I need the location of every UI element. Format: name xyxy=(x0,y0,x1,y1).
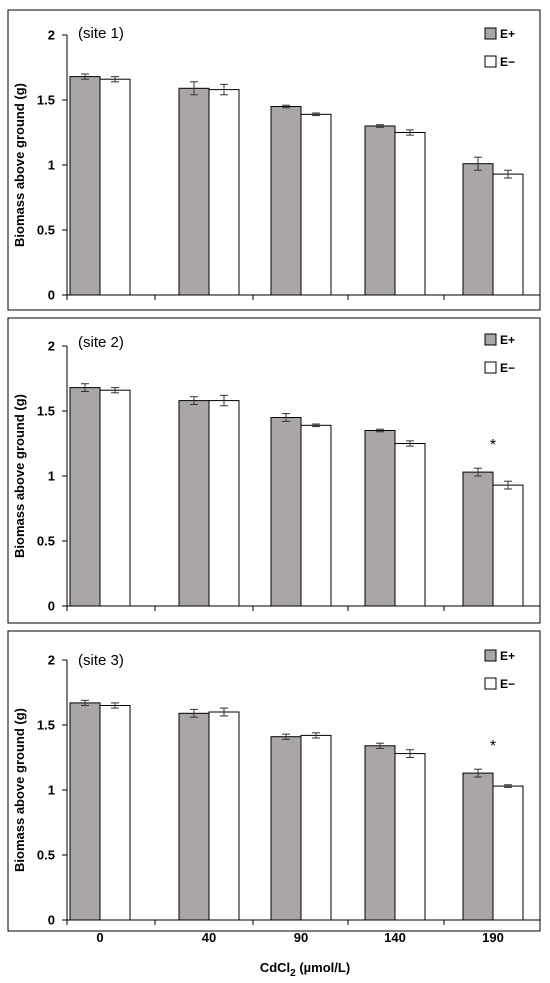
panel-label: (site 1) xyxy=(78,25,124,42)
bar-e-plus-190 xyxy=(462,772,494,921)
panel-frame xyxy=(7,317,541,624)
y-tick-label: 1.5 xyxy=(37,718,55,733)
legend-swatch-e-plus xyxy=(484,333,497,346)
bar-e-plus-90 xyxy=(270,106,302,296)
bar-e-minus-40 xyxy=(208,711,240,921)
bar-e-plus-40 xyxy=(178,400,210,607)
y-tick-label: 0.5 xyxy=(37,848,55,863)
y-axis-label: Biomass above ground (g) xyxy=(12,708,27,872)
bar-e-plus-140 xyxy=(364,430,396,607)
bar-e-minus-90 xyxy=(300,424,332,607)
legend-label-e-minus: E− xyxy=(500,55,515,69)
y-tick-label: 2 xyxy=(48,653,55,668)
legend-label-e-minus: E− xyxy=(500,361,515,375)
legend-swatch-e-plus xyxy=(484,27,497,40)
y-tick-label: 0.5 xyxy=(37,223,55,238)
bar-e-plus-40 xyxy=(178,712,210,921)
bar-e-plus-90 xyxy=(270,417,302,607)
significance-marker: * xyxy=(490,738,496,755)
legend-swatch-e-minus xyxy=(484,677,497,690)
panel-label: (site 3) xyxy=(78,652,124,669)
bar-e-minus-140 xyxy=(394,132,426,296)
y-tick-label: 0 xyxy=(48,913,55,928)
bar-e-minus-90 xyxy=(300,113,332,296)
y-tick-label: 2 xyxy=(48,28,55,43)
bar-e-plus-40 xyxy=(178,87,210,296)
bar-e-plus-190 xyxy=(462,163,494,296)
panel-frame xyxy=(7,630,541,932)
bar-e-minus-0 xyxy=(99,78,131,296)
significance-marker: * xyxy=(490,437,496,454)
legend-label-e-minus: E− xyxy=(500,677,515,691)
x-tick-label: 90 xyxy=(294,930,308,945)
y-axis-label: Biomass above ground (g) xyxy=(12,83,27,247)
panel-site-2: 0 0.5 1 1.5 2 Biomass above ground (g) (site 2… xyxy=(7,317,541,624)
bar-e-plus-90 xyxy=(270,736,302,921)
legend-label-e-plus: E+ xyxy=(500,27,515,41)
bar-e-plus-0 xyxy=(69,76,101,296)
bar-e-minus-140 xyxy=(394,753,426,921)
bar-e-minus-190 xyxy=(492,173,524,296)
bar-e-plus-190 xyxy=(462,471,494,607)
bar-e-minus-40 xyxy=(208,400,240,607)
bar-e-minus-190 xyxy=(492,785,524,921)
x-tick-label: 40 xyxy=(202,930,216,945)
panel-site-3: 0 0.5 1 1.5 2 Biomass above ground (g) (site 3… xyxy=(7,630,541,945)
x-axis-label-subscript: 2 xyxy=(290,968,296,979)
x-tick-label: 0 xyxy=(96,930,103,945)
legend-swatch-e-minus xyxy=(484,361,497,374)
bar-e-minus-40 xyxy=(208,89,240,296)
y-tick-label: 2 xyxy=(48,339,55,354)
y-tick-label: 1 xyxy=(48,469,55,484)
y-tick-label: 0.5 xyxy=(37,534,55,549)
y-axis-label: Biomass above ground (g) xyxy=(12,394,27,558)
bar-e-plus-0 xyxy=(69,387,101,607)
y-tick-label: 1 xyxy=(48,158,55,173)
legend-swatch-e-minus xyxy=(484,55,497,68)
bar-e-minus-190 xyxy=(492,484,524,607)
y-tick-label: 0 xyxy=(48,599,55,614)
y-tick-label: 1 xyxy=(48,783,55,798)
y-tick-label: 1.5 xyxy=(37,404,55,419)
bar-e-plus-140 xyxy=(364,745,396,921)
legend-label-e-plus: E+ xyxy=(500,649,515,663)
y-tick-label: 1.5 xyxy=(37,93,55,108)
y-tick-label: 0 xyxy=(48,288,55,303)
x-tick-label: 140 xyxy=(384,930,406,945)
legend-label-e-plus: E+ xyxy=(500,333,515,347)
x-axis-label-main: CdCl xyxy=(260,960,290,975)
x-tick-label: 190 xyxy=(482,930,504,945)
x-axis-label-unit: (µmol/L) xyxy=(296,960,350,975)
bar-e-plus-140 xyxy=(364,125,396,296)
x-axis-label: CdCl2 (µmol/L) xyxy=(260,960,350,979)
bar-e-minus-90 xyxy=(300,734,332,921)
panel-frame xyxy=(7,9,541,311)
legend-swatch-e-plus xyxy=(484,649,497,662)
panel-site-1: 0 0.5 1 1.5 2 Biomass above ground (g) (site 1… xyxy=(7,9,541,311)
bar-e-minus-140 xyxy=(394,443,426,607)
bar-e-minus-0 xyxy=(99,389,131,607)
bar-e-minus-0 xyxy=(99,705,131,921)
panel-label: (site 2) xyxy=(78,334,124,351)
bar-e-plus-0 xyxy=(69,702,101,921)
